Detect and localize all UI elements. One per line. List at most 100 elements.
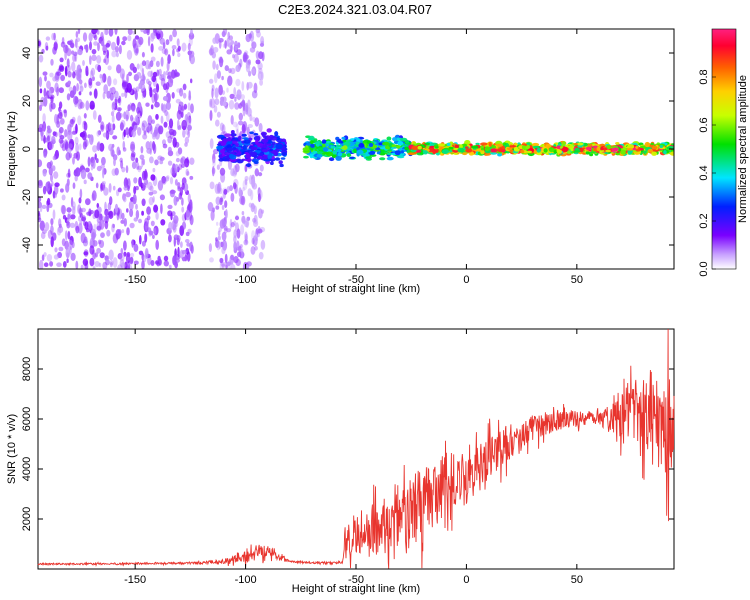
spectrogram-cell (186, 171, 190, 176)
spectrogram-cell (103, 84, 109, 94)
spectrogram-cell (129, 222, 135, 229)
spectrogram-cell (135, 48, 139, 54)
spectrogram-cell (241, 99, 246, 108)
spectrogram-xtick-label: 0 (463, 274, 469, 286)
spectrogram-cell (122, 36, 128, 42)
spectrogram-cell (77, 29, 81, 35)
spectrogram-cell (131, 239, 134, 248)
spectrogram-cell (118, 229, 122, 236)
spectrogram-cell (181, 42, 187, 52)
spectrogram-cell (93, 88, 98, 99)
spectrogram-cell (209, 181, 215, 190)
spectrogram-cell (226, 147, 234, 151)
spectrogram-cell (109, 196, 113, 206)
spectrogram-axes: -150 -100 -50 0 50 -40 -20 0 20 40 (21, 29, 674, 286)
spectrogram-cell (97, 114, 102, 124)
spectrogram-cell (42, 121, 47, 132)
spectrogram-ylabel: Frequency (Hz) (6, 111, 18, 187)
spectrogram-cell (148, 63, 152, 70)
spectrogram-cell (76, 83, 79, 92)
spectrogram-cell (157, 180, 164, 191)
spectrogram-cell (232, 167, 237, 178)
spectrogram-cell (68, 239, 73, 251)
spectrogram-cell (234, 45, 239, 51)
spectrogram-cell (228, 68, 232, 74)
spectrogram-cell (224, 40, 227, 49)
spectrogram-cell (208, 243, 212, 253)
spectrogram-cell (180, 163, 185, 168)
spectrogram-cell (177, 52, 181, 58)
spectrogram-cell (83, 179, 87, 185)
spectrogram-cell (176, 110, 182, 120)
spectrogram-cell (280, 157, 286, 160)
spectrogram-cell (100, 183, 103, 192)
spectrogram-cell (106, 229, 111, 237)
spectrogram-cell (465, 146, 469, 149)
spectrogram-cell (99, 73, 103, 79)
spectrogram-cell (147, 115, 153, 126)
spectrogram-cell (137, 167, 141, 173)
spectrogram-cell (143, 29, 148, 34)
spectrogram-region (216, 128, 288, 168)
spectrogram-cell (209, 257, 214, 263)
spectrogram-cell (212, 37, 217, 44)
spectrogram-cell (159, 37, 165, 45)
spectrogram-cell (219, 219, 225, 229)
spectrogram-cell (145, 102, 150, 107)
spectrogram-cell (101, 181, 106, 185)
spectrogram-cell (164, 176, 170, 182)
spectrogram-cell (150, 32, 156, 40)
spectrogram-cell (212, 153, 216, 164)
spectrogram-cell (88, 77, 93, 86)
spectrogram-cell (38, 212, 41, 220)
spectrogram-cell (434, 148, 439, 153)
spectrogram-cell (322, 147, 329, 152)
snr-xtick-label: 50 (571, 574, 583, 586)
spectrogram-cell (189, 175, 194, 180)
spectrogram-cell (521, 145, 526, 150)
spectrogram-cell (253, 133, 259, 136)
spectrogram-cell (358, 143, 365, 148)
spectrogram-cell (164, 48, 169, 56)
spectrogram-cell (238, 103, 243, 109)
spectrogram-cell (337, 152, 343, 157)
spectrogram-cell (139, 62, 143, 72)
spectrogram-cell (218, 158, 224, 162)
spectrogram-cell (230, 115, 234, 125)
spectrogram-cell (376, 151, 381, 155)
spectrogram-cell (169, 176, 174, 185)
spectrogram-cell (60, 204, 65, 214)
spectrogram-cell (88, 208, 92, 217)
spectrogram-cell (43, 151, 47, 158)
spectrogram-cell (141, 122, 145, 131)
spectrogram-cell (108, 210, 114, 219)
spectrogram-cell (65, 183, 70, 193)
spectrogram-cell (47, 128, 52, 134)
spectrogram-cell (488, 142, 492, 147)
spectrogram-cell (42, 185, 47, 195)
spectrogram-cell (38, 181, 43, 189)
spectrogram-cell (167, 160, 173, 166)
spectrogram-cell (210, 209, 215, 221)
spectrogram-cell (48, 90, 52, 98)
spectrogram-cell (234, 96, 237, 102)
spectrogram-cell (119, 122, 124, 131)
spectrogram-cell (98, 262, 102, 268)
spectrogram-cell (650, 142, 654, 146)
spectrogram-cell (349, 156, 355, 159)
spectrogram-cell (112, 185, 116, 191)
spectrogram-cell (251, 230, 256, 241)
spectrogram-cell (261, 132, 266, 138)
spectrogram-cell (405, 139, 410, 144)
spectrogram-cell (99, 252, 105, 259)
spectrogram-cell (156, 69, 160, 77)
spectrogram-cell (179, 186, 183, 196)
spectrogram-cell (236, 89, 242, 101)
spectrogram-cell (236, 49, 242, 56)
spectrogram-cell (166, 111, 170, 123)
spectrogram-cell (143, 130, 147, 135)
spectrogram-cell (119, 68, 125, 79)
spectrogram-cell (80, 216, 86, 222)
spectrogram-cell (399, 137, 408, 142)
spectrogram-cell (600, 146, 604, 151)
